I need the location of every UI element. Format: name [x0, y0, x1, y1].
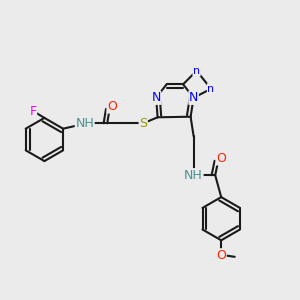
- Text: n: n: [207, 84, 214, 94]
- Text: NH: NH: [75, 117, 94, 130]
- Text: S: S: [139, 117, 147, 130]
- Text: O: O: [216, 152, 226, 165]
- Text: NH: NH: [184, 169, 203, 182]
- Text: N: N: [189, 91, 198, 104]
- Text: O: O: [216, 249, 226, 262]
- Text: N: N: [152, 91, 161, 104]
- Text: O: O: [107, 100, 117, 113]
- Text: n: n: [193, 66, 200, 76]
- Text: F: F: [29, 105, 37, 118]
